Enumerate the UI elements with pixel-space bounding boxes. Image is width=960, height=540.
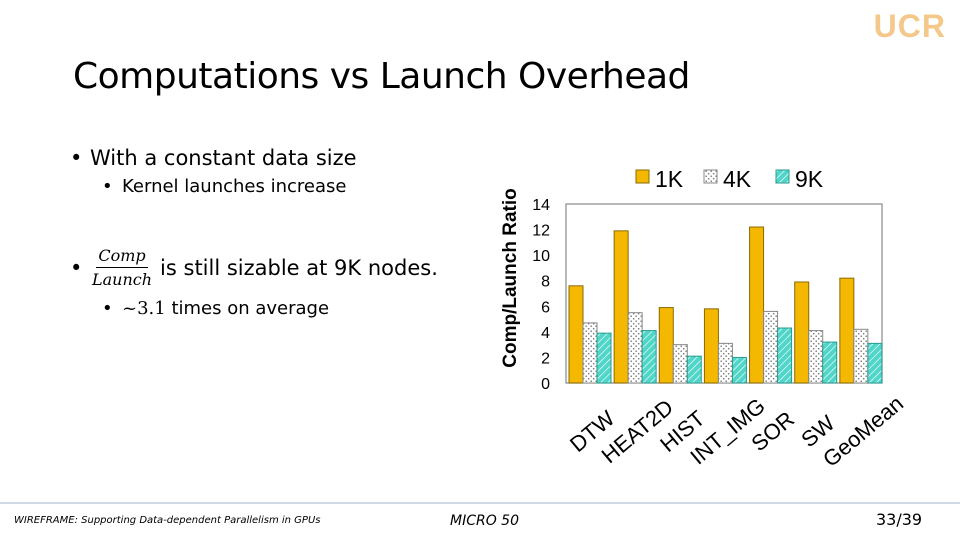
bar-4K-HIST [672,344,688,384]
footer-page-number: 33/39 [876,510,923,529]
bar-1K-HEAT2D [613,230,629,384]
bullet-2-sub-text: times on average [171,298,330,319]
slide-title: Computations vs Launch Overhead [73,56,690,97]
bar-4K-INT_IMG [717,342,733,384]
legend-swatch-4K [703,169,718,184]
legend-label-9K: 9K [795,166,824,192]
bar-9K-SOR [777,327,793,384]
bar-1K-GeoMean [839,277,855,384]
y-axis-label: Comp/Launch Ratio [500,188,521,367]
fraction-numerator: Comp [96,246,148,268]
bar-9K-HEAT2D [641,330,657,384]
y-tick-label: 4 [541,325,550,342]
legend-label-4K: 4K [723,166,752,192]
bullet-2-sub: • ~3.1 times on average [102,298,330,319]
legend-swatch-9K [775,169,790,184]
footer-rule [0,502,960,504]
bar-4K-DTW [582,322,598,384]
legend-swatch-1K [635,169,650,184]
bar-1K-HIST [658,307,674,384]
legend-label-1K: 1K [655,166,684,192]
bullet-1: • With a constant data size [70,146,357,170]
footer-paper-title: WIREFRAME: Supporting Data-dependent Par… [14,515,321,526]
y-tick-label: 0 [541,376,550,393]
bullet-2: • Comp Launch is still sizable at 9K nod… [70,246,438,289]
average-value: ~3.1 [122,298,166,319]
fraction-denominator: Launch [92,270,153,289]
bar-1K-SOR [749,226,765,384]
y-tick-label: 6 [541,299,550,316]
y-tick-label: 12 [532,223,550,240]
bar-9K-DTW [596,332,612,384]
bar-9K-HIST [686,355,702,384]
bar-4K-HEAT2D [627,312,643,384]
bar-9K-GeoMean [867,342,883,384]
bar-4K-SW [808,330,824,384]
bar-4K-GeoMean [853,328,869,384]
bullet-1-sub: • Kernel launches increase [102,176,347,197]
bar-1K-INT_IMG [703,308,719,384]
y-tick-label: 2 [541,350,550,367]
y-tick-label: 8 [541,274,550,291]
ucr-logo: UCR [873,8,946,44]
footer-venue: MICRO 50 [450,513,519,529]
bar-9K-SW [822,341,838,384]
bar-1K-DTW [568,285,584,384]
bullet-list: • With a constant data size • Kernel launc… [70,146,490,197]
bullet-1-sub-text: Kernel launches increase [122,176,347,197]
comp-launch-fraction: Comp Launch [92,246,152,289]
bullet-2-text: is still sizable at 9K nodes. [160,255,438,280]
bullet-1-text: With a constant data size [90,146,357,170]
bar-9K-INT_IMG [731,356,747,384]
y-tick-label: 14 [532,197,550,214]
bar-1K-SW [794,281,810,384]
y-tick-label: 10 [532,248,550,265]
bar-4K-SOR [763,310,779,384]
